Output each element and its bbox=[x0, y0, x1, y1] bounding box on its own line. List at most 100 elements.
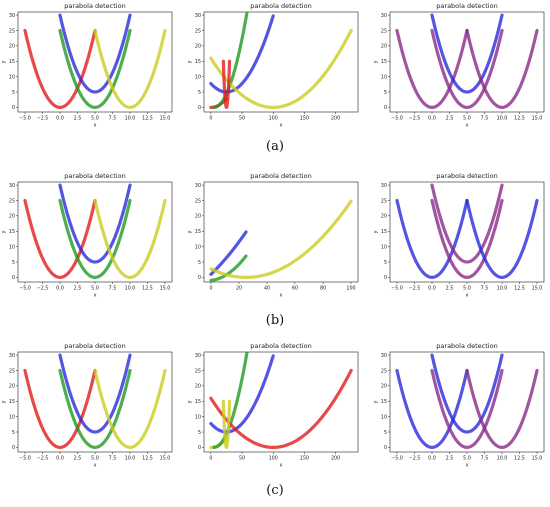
series-group bbox=[23, 183, 167, 279]
x-tick-label: 2.5 bbox=[446, 286, 454, 292]
chart-panel-c-1: parabola detection −5.0 −2.5 0.0 2.5 5.0 7.5 10… bbox=[2, 342, 173, 469]
x-tick-label: 7.5 bbox=[481, 116, 489, 122]
x-tick-label: 12.5 bbox=[514, 286, 525, 292]
y-tick-label: 10 bbox=[9, 414, 15, 420]
y-tick-label: 5 bbox=[198, 90, 201, 96]
series-yellow-parabola bbox=[221, 399, 232, 449]
y-axis-label: y bbox=[188, 400, 193, 403]
y-tick-label: 10 bbox=[381, 414, 387, 420]
x-axis-label: x bbox=[94, 464, 97, 469]
chart-panel-b-1: parabola detection −5.0 −2.5 0.0 2.5 5.0 7.5 10… bbox=[2, 172, 173, 299]
series-red-parabola bbox=[23, 368, 97, 449]
x-tick-label: 5.0 bbox=[91, 116, 99, 122]
x-tick-label: 100 bbox=[269, 456, 278, 462]
series-group bbox=[209, 199, 353, 282]
x-tick-label: 5.0 bbox=[463, 456, 471, 462]
y-tick-label: 0 bbox=[198, 275, 201, 281]
x-tick-label: 200 bbox=[331, 456, 340, 462]
chart-title: parabola detection bbox=[64, 172, 125, 180]
x-tick-label: 15.0 bbox=[532, 456, 543, 462]
series-red-parabola bbox=[23, 198, 97, 279]
x-tick-label: 0 bbox=[209, 286, 212, 292]
x-tick-label: 80 bbox=[320, 286, 326, 292]
chart-panel-c-3: parabola detection −5.0 −2.5 0.0 2.5 5.0 7.5 10… bbox=[374, 342, 545, 469]
y-tick-label: 30 bbox=[381, 353, 387, 359]
x-tick-label: 5.0 bbox=[91, 286, 99, 292]
x-tick-label: 5.0 bbox=[91, 456, 99, 462]
series-group bbox=[209, 12, 353, 109]
x-tick-label: 10.0 bbox=[125, 456, 136, 462]
x-tick-label: 7.5 bbox=[481, 286, 489, 292]
series-group bbox=[395, 353, 539, 449]
x-tick-label: 100 bbox=[346, 286, 355, 292]
y-axis-label: y bbox=[374, 400, 379, 403]
y-tick-label: 25 bbox=[195, 28, 201, 34]
series-group bbox=[395, 183, 539, 279]
y-tick-label: 20 bbox=[195, 384, 201, 390]
x-axis-label: x bbox=[280, 294, 283, 299]
x-tick-label: −5.0 bbox=[19, 456, 31, 462]
x-axis-label: x bbox=[280, 464, 283, 469]
x-tick-label: 60 bbox=[292, 286, 298, 292]
series-purple-parabola bbox=[430, 28, 504, 109]
chart-title: parabola detection bbox=[436, 172, 497, 180]
chart-panel-c-2: parabola detection 0 50 100 150 200 0 5 10 15 20 25… bbox=[188, 342, 359, 469]
y-tick-label: 30 bbox=[195, 183, 201, 189]
y-tick-label: 25 bbox=[381, 368, 387, 374]
y-tick-label: 10 bbox=[381, 244, 387, 250]
x-tick-label: 2.5 bbox=[446, 456, 454, 462]
x-axis-label: x bbox=[466, 294, 469, 299]
plot-frame bbox=[17, 11, 173, 113]
x-tick-label: −5.0 bbox=[391, 116, 403, 122]
series-blue-parabola bbox=[58, 183, 132, 264]
x-tick-label: −2.5 bbox=[409, 456, 421, 462]
x-tick-label: 5.0 bbox=[463, 286, 471, 292]
y-tick-label: 15 bbox=[381, 399, 387, 405]
y-tick-label: 5 bbox=[12, 430, 15, 436]
x-axis-label: x bbox=[94, 294, 97, 299]
x-tick-label: 0.0 bbox=[56, 286, 64, 292]
y-tick-label: 20 bbox=[9, 384, 15, 390]
y-axis-label: y bbox=[188, 230, 193, 233]
y-tick-label: 30 bbox=[195, 13, 201, 19]
x-tick-label: 0.0 bbox=[428, 456, 436, 462]
y-tick-label: 10 bbox=[381, 74, 387, 80]
x-tick-label: 2.5 bbox=[74, 456, 82, 462]
x-tick-label: 15.0 bbox=[160, 456, 171, 462]
series-blue-parabola bbox=[395, 368, 469, 449]
x-tick-label: −2.5 bbox=[37, 456, 49, 462]
y-tick-label: 30 bbox=[9, 353, 15, 359]
series-purple-parabola bbox=[430, 368, 504, 449]
y-tick-label: 5 bbox=[12, 90, 15, 96]
x-tick-label: 7.5 bbox=[109, 456, 117, 462]
series-yellow-parabola bbox=[93, 28, 167, 109]
y-tick-label: 5 bbox=[384, 430, 387, 436]
x-tick-label: 0.0 bbox=[428, 116, 436, 122]
y-tick-label: 10 bbox=[195, 414, 201, 420]
series-yellow-parabola bbox=[93, 368, 167, 449]
x-tick-label: 40 bbox=[264, 286, 270, 292]
series-blue-parabola bbox=[209, 230, 248, 276]
y-tick-label: 15 bbox=[195, 229, 201, 235]
x-tick-label: 15.0 bbox=[160, 116, 171, 122]
x-tick-label: −2.5 bbox=[409, 116, 421, 122]
x-tick-label: −2.5 bbox=[37, 116, 49, 122]
series-purple-parabola bbox=[430, 198, 504, 279]
plot-frame bbox=[203, 181, 359, 283]
series-blue-parabola bbox=[209, 14, 275, 94]
series-group bbox=[395, 13, 539, 109]
y-axis-label: y bbox=[374, 60, 379, 63]
series-blue-parabola bbox=[58, 13, 132, 94]
series-red-parabola bbox=[23, 28, 97, 109]
x-tick-label: −5.0 bbox=[391, 286, 403, 292]
chart-title: parabola detection bbox=[250, 342, 311, 350]
series-green-parabola bbox=[58, 28, 132, 109]
x-axis-label: x bbox=[94, 124, 97, 129]
y-tick-label: 20 bbox=[9, 44, 15, 50]
chart-title: parabola detection bbox=[64, 2, 125, 10]
series-blue-parabola bbox=[395, 198, 469, 279]
chart-panel-a-3: parabola detection −5.0 −2.5 0.0 2.5 5.0 7.5 10… bbox=[374, 2, 545, 129]
y-axis-label: y bbox=[2, 230, 7, 233]
y-tick-label: 5 bbox=[198, 430, 201, 436]
x-tick-label: −5.0 bbox=[19, 286, 31, 292]
